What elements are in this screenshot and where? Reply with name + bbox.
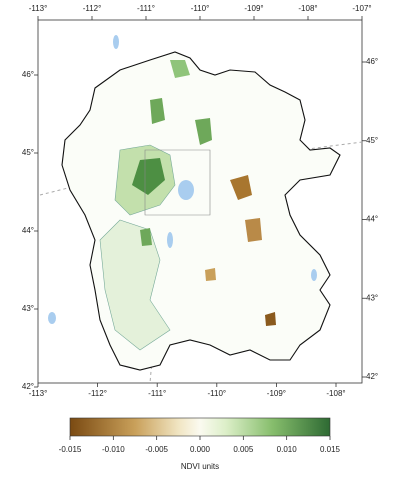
brown-patch xyxy=(205,268,216,281)
colorbar-label: NDVI units xyxy=(181,462,219,471)
lon-tick-label: -112° xyxy=(83,4,102,13)
lon-tick-label: -111° xyxy=(148,389,166,398)
lat-tick-label: 44° xyxy=(366,215,378,224)
lat-tick-label: 46° xyxy=(366,57,378,66)
green-patch xyxy=(140,228,152,246)
green-patch xyxy=(170,60,190,78)
lat-tick-label: 42° xyxy=(22,382,34,391)
lon-tick-label: -110° xyxy=(191,4,210,13)
colorbar-tick-label: -0.005 xyxy=(145,445,168,454)
green-patch xyxy=(132,158,165,195)
brown-patch xyxy=(265,312,276,326)
colorbar-tick-label: 0.000 xyxy=(190,445,211,454)
state-line xyxy=(149,359,153,384)
state-line xyxy=(299,141,363,151)
colorbar-tick-label: 0.015 xyxy=(320,445,341,454)
lon-tick-label: -109° xyxy=(244,4,263,13)
colorbar-tick-label: -0.015 xyxy=(59,445,82,454)
lon-tick-label: -113° xyxy=(29,4,48,13)
lon-tick-label: -111° xyxy=(137,4,155,13)
map-layer xyxy=(39,35,363,384)
colorbar-tick-label: 0.010 xyxy=(277,445,298,454)
colorbar xyxy=(69,417,331,437)
lon-tick-label: -108° xyxy=(298,4,317,13)
lake xyxy=(178,180,194,200)
lat-tick-label: 46° xyxy=(22,70,34,79)
lat-tick-label: 44° xyxy=(22,226,34,235)
state-line xyxy=(39,184,81,196)
lat-tick-label: 43° xyxy=(366,293,378,302)
lake xyxy=(311,269,317,281)
park-boundary xyxy=(144,149,211,216)
lake xyxy=(113,35,119,49)
lat-tick-label: 45° xyxy=(22,148,34,157)
lake xyxy=(167,232,173,248)
lat-tick-label: 45° xyxy=(366,136,378,145)
green-patch xyxy=(195,118,212,145)
green-area xyxy=(99,219,171,351)
lon-tick-label: -110° xyxy=(207,389,226,398)
brown-patch xyxy=(245,218,262,242)
lon-tick-label: -107° xyxy=(352,4,371,13)
colorbar-tick-label: -0.010 xyxy=(102,445,125,454)
lon-tick-label: -113° xyxy=(29,389,48,398)
brown-patch xyxy=(230,175,252,200)
lat-tick-label: 43° xyxy=(22,304,34,313)
lake xyxy=(48,312,56,324)
lon-tick-label: -109° xyxy=(267,389,286,398)
lat-tick-label: 42° xyxy=(366,372,378,381)
colorbar-tick-label: 0.005 xyxy=(233,445,254,454)
green-patch xyxy=(150,98,165,124)
lon-tick-label: -108° xyxy=(326,389,345,398)
lon-tick-label: -112° xyxy=(88,389,107,398)
